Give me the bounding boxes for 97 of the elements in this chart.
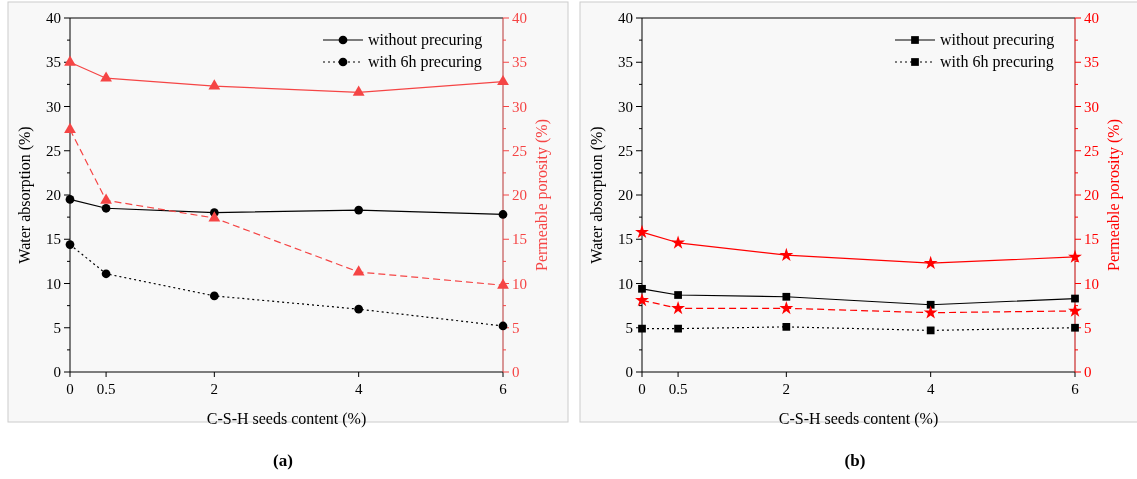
y-tick-label: 5 [625,319,633,336]
point [100,193,112,204]
point [208,211,221,222]
point [1068,249,1082,263]
point [352,265,365,276]
y-tick-label: 30 [618,98,633,115]
y-tick-label: 35 [618,54,633,71]
y2-tick-label: 20 [1084,187,1099,203]
x-tick-label: 4 [354,381,363,397]
y2-tick-label: 10 [1084,275,1099,292]
y-tick-label: 25 [46,142,61,159]
y2-tick-label: 25 [512,142,527,159]
y2-tick-label: 40 [1084,10,1099,26]
y2-tick-label: 20 [512,187,527,203]
y2-tick-label: 0 [1084,364,1092,380]
point [782,322,791,331]
point [635,293,649,307]
y-tick-label: 20 [46,187,61,203]
point [354,304,364,314]
x-tick-label: 4 [926,381,935,397]
point [926,326,935,335]
y-tick-label: 5 [53,319,61,336]
y2-axis-title: Permeable porosity (%) [1105,119,1123,271]
x-tick-label: 0.5 [668,381,688,397]
y-tick-label: 20 [618,187,633,203]
y2-tick-label: 25 [1084,142,1099,159]
point [638,324,646,333]
y-tick-label: 25 [618,142,633,159]
x-tick-label: 0 [66,381,74,397]
y2-tick-label: 40 [512,10,527,26]
y-tick-label: 0 [53,364,61,380]
point [779,247,794,262]
legend-label: with 6h precuring [368,53,482,71]
point [354,205,364,215]
y2-tick-label: 15 [512,231,527,248]
y2-tick-label: 15 [1084,231,1099,248]
y-tick-label: 15 [46,231,61,248]
x-tick-label: 2 [210,381,219,397]
y-tick-label: 0 [625,364,633,380]
y2-tick-label: 30 [512,98,527,115]
point [64,122,76,133]
y-tick-label: 40 [618,10,633,26]
point [65,195,75,204]
x-axis-title: C-S-H seeds content (%) [778,410,939,428]
point [1071,323,1079,332]
point [498,321,508,331]
y2-tick-label: 5 [512,319,520,336]
point [671,235,686,249]
x-tick-label: 6 [499,381,508,397]
point [101,269,111,279]
y-tick-label: 30 [46,98,61,115]
point [101,203,111,213]
y-tick-label: 40 [46,10,61,26]
legend-label: without precuring [368,31,483,49]
text: (a) [273,451,293,470]
x-tick-label: 0.5 [96,381,116,397]
point [635,224,649,239]
y-tick-label: 10 [618,275,633,292]
point [923,255,938,270]
x-tick-label: 6 [1071,381,1080,397]
point [923,305,938,319]
y-axis-title: Water absorption (%) [588,126,606,264]
y2-tick-label: 35 [512,54,527,71]
x-tick-label: 0 [638,381,646,397]
point [100,71,112,82]
point [779,300,794,315]
y2-axis-title: Permeable porosity (%) [533,119,551,271]
y2-tick-label: 30 [1084,98,1099,115]
legend-label: with 6h precuring [940,53,1054,71]
point [671,300,686,315]
y2-tick-label: 5 [1084,319,1092,336]
y2-tick-label: 35 [1084,54,1099,71]
y2-tick-label: 10 [512,275,527,292]
point [497,74,509,86]
point [1071,294,1079,303]
point [209,291,219,301]
point [1068,303,1082,317]
point [674,324,682,333]
y-tick-label: 35 [46,54,61,71]
point [208,79,221,90]
point [64,55,76,66]
point [498,210,508,219]
text: (b) [844,451,866,470]
y-tick-label: 15 [618,231,633,248]
y-tick-label: 10 [46,275,61,292]
y-axis-title: Water absorption (%) [16,126,34,264]
point [782,292,791,301]
x-axis-title: C-S-H seeds content (%) [206,410,367,428]
point [497,278,509,289]
x-tick-label: 2 [782,381,791,397]
point [65,240,75,249]
point [352,85,365,96]
point [926,300,935,309]
point [638,284,646,293]
y2-tick-label: 0 [512,364,520,380]
point [674,291,682,299]
legend-label: without precuring [940,31,1055,49]
